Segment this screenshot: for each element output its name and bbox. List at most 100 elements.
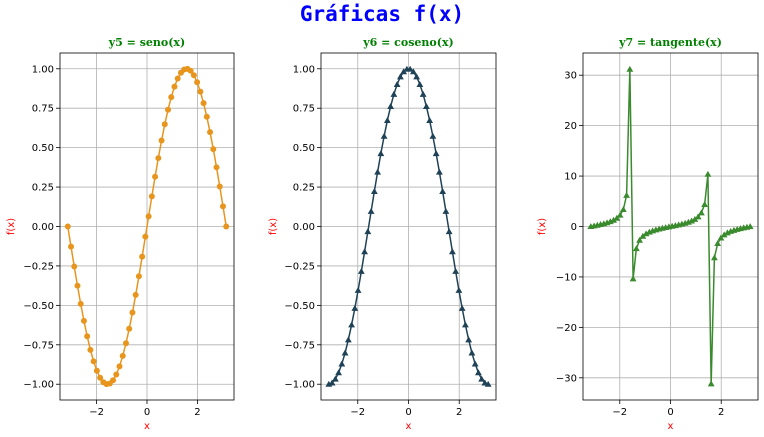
data-point (374, 168, 382, 175)
data-point (351, 304, 359, 311)
data-point (387, 102, 395, 109)
data-point (142, 233, 149, 240)
data-point (711, 254, 718, 261)
data-point (694, 213, 702, 220)
y-tick-label: 0.25 (293, 183, 315, 194)
y-tick-label: 0 (571, 222, 577, 233)
y-tick-label: 0.75 (32, 104, 54, 115)
data-point (341, 349, 349, 356)
y-tick-label: −0.50 (284, 301, 315, 312)
data-point (409, 68, 417, 75)
subplot-1: −2 0 2 −1.00 −0.75 −0.50 −0.25 0.00 0.25 0.50 0.75… (6, 36, 235, 432)
data-point (697, 209, 705, 216)
data-point (331, 375, 339, 382)
data-point (210, 146, 217, 153)
data-point (720, 231, 728, 238)
data-point (413, 73, 421, 80)
data-point (357, 267, 365, 274)
x-tick-label: 0 (667, 407, 673, 418)
data-point (442, 207, 450, 214)
data-point (328, 379, 336, 386)
data-point (704, 170, 712, 177)
data-point (132, 291, 139, 298)
data-point (426, 117, 434, 124)
data-point (406, 65, 414, 72)
data-point (165, 106, 172, 113)
data-point (174, 75, 181, 82)
data-point (449, 248, 456, 255)
data-point (129, 309, 136, 316)
data-point (377, 150, 385, 157)
data-point (158, 137, 165, 144)
y-tick-label: −0.25 (284, 261, 315, 272)
x-tick-label: 0 (144, 407, 150, 418)
data-point (344, 336, 352, 343)
data-point (77, 300, 84, 307)
data-point (84, 333, 91, 340)
y-axis-label: f(x) (537, 218, 548, 235)
subplot-title: y6 = coseno(x) (362, 36, 453, 49)
data-point (419, 90, 427, 97)
data-point (629, 275, 637, 282)
y-axis-label: f(x) (268, 218, 279, 235)
y-tick-label: 10 (564, 172, 577, 183)
y-tick-label: 30 (564, 71, 577, 82)
y-tick-label: 0.25 (32, 183, 54, 194)
data-point (80, 317, 87, 324)
data-point (455, 286, 463, 293)
data-point (110, 377, 117, 384)
y-tick-label: −1.00 (23, 380, 54, 391)
data-point (396, 73, 404, 80)
data-point (484, 380, 492, 387)
data-point (200, 100, 207, 107)
data-point (632, 245, 640, 252)
data-point (93, 367, 100, 374)
data-point (219, 203, 226, 210)
data-point (213, 164, 220, 171)
data-point (367, 207, 375, 214)
y-tick-label: 20 (564, 121, 577, 132)
data-point (471, 360, 479, 367)
data-point (348, 321, 355, 328)
data-point (393, 80, 401, 87)
figure-title: Gráficas f(x) (299, 2, 465, 26)
subplot-2: −2 0 2 −1.00 −0.75 −0.50 −0.25 0.00 0.25 0.50 0.75… (268, 36, 497, 432)
data-point (714, 240, 722, 247)
data-point (354, 286, 362, 293)
data-point (613, 214, 621, 221)
subplot-title: y7 = tangente(x) (618, 36, 722, 49)
y-tick-label: −20 (556, 323, 577, 334)
data-point (171, 83, 178, 90)
data-point (717, 234, 725, 241)
y-tick-label: −10 (556, 272, 577, 283)
data-point (380, 132, 388, 139)
data-point (701, 201, 709, 207)
data-point (190, 72, 197, 79)
data-point (113, 371, 120, 378)
data-point (74, 282, 81, 289)
data-point (416, 80, 424, 87)
data-point (87, 346, 94, 353)
data-point (338, 360, 346, 367)
data-point (64, 223, 71, 230)
data-point (116, 363, 123, 370)
data-point (148, 193, 155, 200)
data-point (155, 155, 162, 162)
data-point (68, 243, 75, 250)
y-tick-label: 1.00 (293, 64, 315, 75)
data-point (370, 188, 378, 194)
data-point (390, 90, 398, 97)
data-point (478, 375, 486, 382)
data-point (97, 374, 104, 381)
data-point (139, 253, 146, 260)
data-point (429, 132, 437, 139)
x-tick-label: 2 (718, 407, 724, 418)
data-point (623, 191, 630, 198)
data-point (445, 228, 453, 235)
y-axis-label: f(x) (6, 218, 17, 235)
data-point (432, 150, 440, 157)
data-point (90, 358, 97, 365)
data-point (746, 223, 754, 230)
data-point (223, 223, 230, 230)
